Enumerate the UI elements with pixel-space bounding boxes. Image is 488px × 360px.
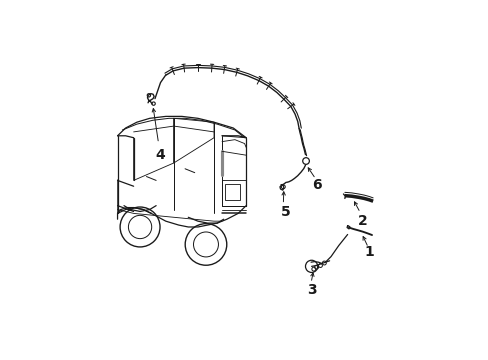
Text: 4: 4 [155, 148, 165, 162]
Bar [225, 184, 239, 200]
Text: 2: 2 [357, 213, 367, 228]
Text: 5: 5 [280, 205, 289, 219]
Text: 1: 1 [364, 246, 374, 260]
Text: 6: 6 [312, 177, 321, 192]
Text: 3: 3 [306, 283, 316, 297]
